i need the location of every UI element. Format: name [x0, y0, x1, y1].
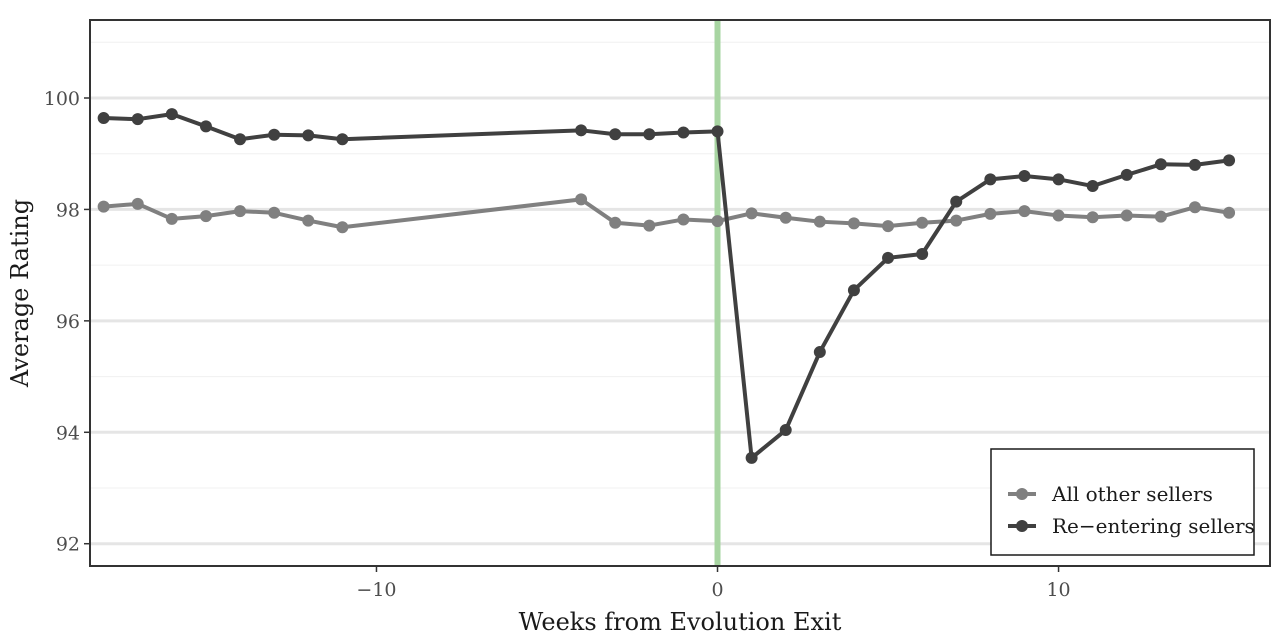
- series-layer: [97, 108, 1236, 464]
- data-point-re-entering-sellers: [882, 251, 895, 264]
- y-tick-label: 92: [56, 534, 80, 556]
- series-line-re-entering-sellers: [103, 112, 1230, 460]
- data-point-re-entering-sellers: [677, 126, 690, 139]
- data-point-all-other-sellers: [234, 205, 247, 218]
- data-point-all-other-sellers: [643, 219, 656, 232]
- x-axis-ticks: −10 0 10: [356, 566, 1071, 601]
- data-point-re-entering-sellers: [268, 128, 281, 141]
- data-point-all-other-sellers: [268, 206, 281, 219]
- legend-label-re-entering-sellers: Re−entering sellers: [1052, 514, 1255, 538]
- data-point-re-entering-sellers: [575, 124, 588, 137]
- data-point-all-other-sellers: [1188, 201, 1201, 214]
- data-point-re-entering-sellers: [984, 173, 997, 186]
- data-point-re-entering-sellers: [1120, 168, 1133, 181]
- data-point-all-other-sellers: [1052, 209, 1065, 222]
- legend-marker-re-entering-sellers: [1016, 520, 1028, 532]
- data-point-re-entering-sellers: [1154, 158, 1167, 171]
- data-point-all-other-sellers: [950, 214, 963, 227]
- y-tick-label: 98: [56, 199, 80, 221]
- x-tick-label: −10: [356, 579, 396, 601]
- data-point-all-other-sellers: [199, 210, 212, 223]
- y-tick-label: 94: [56, 422, 80, 444]
- data-point-all-other-sellers: [1154, 210, 1167, 223]
- data-point-re-entering-sellers: [165, 108, 178, 121]
- data-point-re-entering-sellers: [643, 128, 656, 141]
- y-axis-title: Average Rating: [6, 199, 34, 388]
- legend-marker-all-other-sellers: [1016, 488, 1028, 500]
- series-line-all-other-sellers: [103, 197, 1230, 230]
- data-point-re-entering-sellers: [1223, 154, 1236, 167]
- data-point-all-other-sellers: [609, 216, 622, 229]
- data-point-all-other-sellers: [302, 214, 315, 227]
- data-point-re-entering-sellers: [199, 120, 212, 133]
- data-point-re-entering-sellers: [302, 129, 315, 142]
- x-tick-label: 10: [1046, 579, 1070, 601]
- data-point-all-other-sellers: [916, 216, 929, 229]
- data-point-all-other-sellers: [165, 212, 178, 225]
- data-point-all-other-sellers: [882, 220, 895, 233]
- minor-gridlines: [90, 41, 1270, 489]
- data-point-re-entering-sellers: [950, 195, 963, 208]
- legend-label-all-other-sellers: All other sellers: [1051, 482, 1213, 506]
- data-point-re-entering-sellers: [97, 112, 110, 125]
- data-point-re-entering-sellers: [813, 346, 826, 359]
- data-point-all-other-sellers: [677, 213, 690, 226]
- data-point-all-other-sellers: [131, 197, 144, 210]
- data-point-re-entering-sellers: [745, 451, 758, 464]
- data-point-re-entering-sellers: [1188, 158, 1201, 171]
- legend-box: [990, 448, 1255, 556]
- legend-item-re-entering-sellers: Re−entering sellers: [1008, 514, 1255, 538]
- x-tick-label: 0: [711, 579, 723, 601]
- data-point-re-entering-sellers: [711, 125, 724, 138]
- data-point-re-entering-sellers: [234, 133, 247, 146]
- data-point-re-entering-sellers: [1086, 180, 1099, 193]
- x-axis-title: Weeks from Evolution Exit: [519, 608, 842, 636]
- data-point-all-other-sellers: [336, 221, 349, 234]
- data-point-all-other-sellers: [97, 200, 110, 213]
- data-point-re-entering-sellers: [1018, 170, 1031, 182]
- y-tick-label: 100: [44, 88, 80, 110]
- data-point-all-other-sellers: [1120, 209, 1133, 222]
- plot-panel-border: [89, 19, 1271, 567]
- data-point-re-entering-sellers: [1052, 173, 1065, 186]
- data-point-re-entering-sellers: [847, 284, 860, 297]
- data-point-all-other-sellers: [779, 211, 792, 224]
- data-point-re-entering-sellers: [131, 113, 144, 126]
- data-point-re-entering-sellers: [779, 424, 792, 437]
- y-tick-label: 96: [56, 311, 80, 333]
- data-point-re-entering-sellers: [609, 128, 622, 141]
- data-point-all-other-sellers: [711, 215, 724, 228]
- data-point-all-other-sellers: [847, 217, 860, 230]
- data-point-all-other-sellers: [1223, 206, 1236, 219]
- legend-item-all-other-sellers: All other sellers: [1008, 482, 1213, 506]
- data-point-re-entering-sellers: [916, 248, 929, 260]
- data-point-all-other-sellers: [575, 193, 588, 206]
- y-axis-ticks: 92 94 96 98 100: [44, 88, 90, 556]
- data-point-all-other-sellers: [1018, 205, 1031, 218]
- data-point-all-other-sellers: [745, 207, 758, 220]
- data-point-re-entering-sellers: [336, 133, 349, 146]
- legend: All other sellers Re−entering sellers: [990, 448, 1255, 556]
- data-point-all-other-sellers: [813, 215, 826, 228]
- data-point-all-other-sellers: [1086, 211, 1099, 224]
- data-point-all-other-sellers: [984, 207, 997, 220]
